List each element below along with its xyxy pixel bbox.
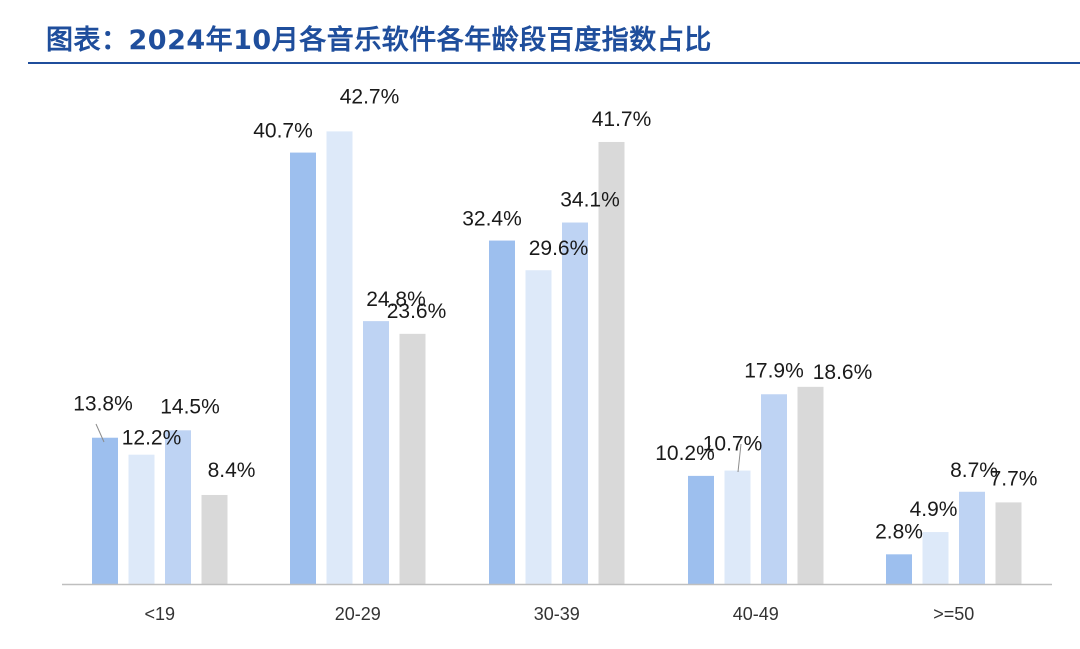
data-label: 32.4%: [462, 208, 522, 231]
bar-20-29-s2: [326, 131, 353, 584]
title-underline: [28, 62, 1080, 64]
data-label: 8.4%: [208, 459, 256, 482]
data-label: 29.6%: [529, 237, 589, 260]
leader-line: [737, 443, 742, 473]
data-label: 41.7%: [592, 108, 652, 131]
data-label: 13.8%: [73, 393, 133, 416]
bar-30-39-s1: [489, 240, 515, 584]
bar->=50-s1: [886, 554, 912, 584]
data-label: 7.7%: [990, 467, 1038, 490]
bar-30-39-s2: [525, 270, 552, 584]
bar-40-49-s4: [797, 386, 824, 584]
bar-40-49-s1: [688, 475, 714, 584]
x-tick-label: 20-29: [335, 604, 381, 624]
bar-30-39-s4: [598, 141, 625, 585]
data-label: 42.7%: [340, 85, 400, 108]
data-label: 14.5%: [160, 395, 220, 418]
bar-<19-s4: [201, 494, 228, 584]
bar-40-49-s3: [761, 394, 787, 584]
data-label: 10.2%: [655, 442, 715, 465]
data-labels-group: 13.8% 12.2% 14.5% 8.4% 40.7% 42.7% 24.8%23.6% 3…: [73, 85, 1037, 543]
bar->=50-s3: [959, 491, 985, 584]
chart-title: 图表：2024年10月各音乐软件各年龄段百度指数占比: [46, 25, 712, 56]
bar-<19-s1: [92, 437, 118, 584]
data-label: 2.8%: [875, 520, 923, 543]
bar->=50-s2: [922, 532, 949, 584]
data-label: 10.7%: [703, 433, 763, 456]
x-tick-label: >=50: [933, 604, 974, 624]
bar-30-39-s3: [562, 222, 588, 585]
bar-20-29-s4: [399, 333, 426, 584]
data-label: 12.2%: [122, 427, 182, 450]
x-tick-label: 40-49: [733, 604, 779, 624]
bar-<19-s3: [165, 430, 191, 584]
data-label: 24.8%: [366, 288, 426, 311]
data-label: 40.7%: [253, 120, 313, 143]
bar-20-29-s1: [290, 152, 316, 584]
data-label: 34.1%: [560, 189, 620, 212]
data-label: 23.6%: [387, 300, 447, 323]
leader-line: [95, 423, 105, 443]
bars-group: [92, 131, 1022, 585]
data-label: 17.9%: [744, 359, 804, 382]
bar-20-29-s3: [363, 321, 389, 584]
data-label: 8.7%: [950, 459, 998, 482]
bar-<19-s2: [128, 454, 155, 584]
bar-40-49-s2: [724, 470, 751, 584]
data-label: 4.9%: [910, 498, 958, 521]
x-tick-label: <19: [144, 604, 175, 624]
bar->=50-s4: [995, 502, 1022, 584]
x-axis: <19 20-29 30-39 40-49 >=50: [62, 583, 1052, 624]
data-label: 18.6%: [813, 361, 873, 384]
x-tick-label: 30-39: [534, 604, 580, 624]
